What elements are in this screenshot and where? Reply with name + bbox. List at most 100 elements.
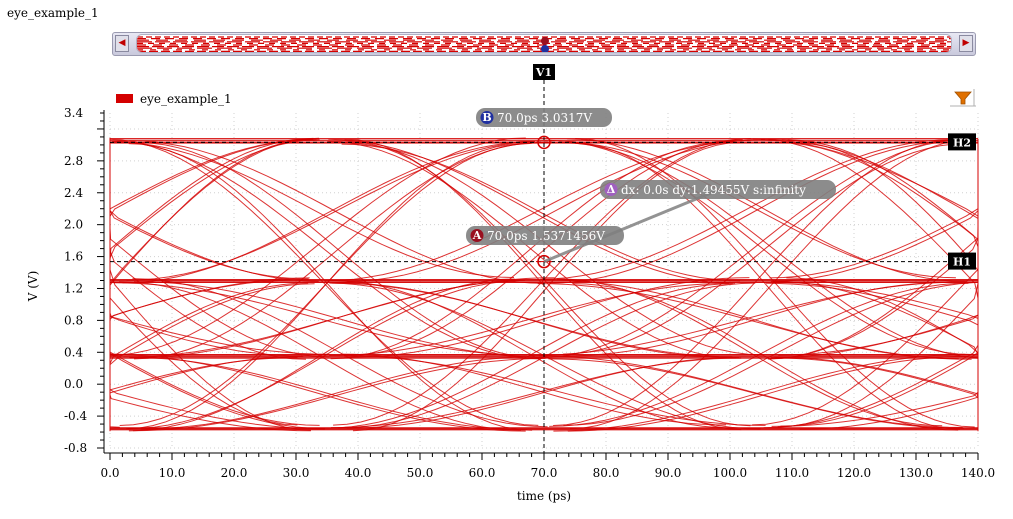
trace-transition bbox=[128, 356, 528, 431]
trace-transition bbox=[113, 282, 527, 356]
y-tick-label: 3.4 bbox=[64, 106, 83, 120]
x-tick-label: 10.0 bbox=[159, 466, 186, 480]
trace-transition bbox=[546, 279, 959, 360]
trace-transition bbox=[569, 138, 975, 430]
trace-transition bbox=[347, 138, 766, 282]
trace-transition bbox=[553, 139, 957, 426]
point-a-readout-badge-icon bbox=[470, 229, 484, 242]
overview-trace-preview bbox=[137, 36, 951, 52]
y-tick-label: 2.8 bbox=[64, 154, 83, 168]
x-tick-label: 120.0 bbox=[837, 466, 871, 480]
point-a-readout-badge: A bbox=[472, 229, 482, 242]
trace-transition bbox=[109, 137, 526, 357]
point-a-readout: A 70.0ps 1.5371456V bbox=[466, 226, 624, 245]
trace-transition bbox=[132, 357, 546, 432]
trace-transition bbox=[126, 143, 522, 430]
x-tick-label: 140.0 bbox=[961, 466, 995, 480]
point-a-readout-bg bbox=[466, 226, 624, 245]
trace-transition bbox=[538, 355, 963, 428]
y-tick-label: 2.0 bbox=[64, 218, 83, 232]
trace-transition bbox=[561, 142, 979, 359]
trace-transition bbox=[330, 141, 728, 360]
x-tick-label: 100.0 bbox=[713, 466, 747, 480]
x-tick-label: 0.0 bbox=[100, 466, 119, 480]
trace-transition bbox=[333, 138, 751, 426]
trace-transition bbox=[549, 140, 958, 284]
vertical-marker-label: V1 bbox=[535, 66, 552, 79]
x-tick-label: 20.0 bbox=[221, 466, 248, 480]
trace-transition bbox=[563, 143, 968, 355]
trace-transition bbox=[132, 278, 548, 428]
y-axis-title: V (V) bbox=[26, 271, 40, 303]
trace-transition bbox=[111, 140, 540, 360]
trace-transition bbox=[129, 140, 545, 284]
y-tick-label: 2.4 bbox=[64, 186, 83, 200]
trace-transition bbox=[140, 356, 534, 430]
trace-transition bbox=[559, 141, 956, 279]
trace-transition bbox=[331, 280, 729, 429]
x-tick-label: 130.0 bbox=[899, 466, 933, 480]
trace-transition bbox=[324, 283, 733, 429]
markers: V1 H2 H1 B 70.0ps 3.0317V A 70.0ps 1.5371456V Δ… bbox=[110, 64, 976, 453]
trace-transition bbox=[550, 139, 973, 355]
trace-transition bbox=[328, 138, 736, 284]
trace-transition bbox=[138, 142, 540, 359]
trace-transition bbox=[112, 141, 515, 278]
trace-transition bbox=[109, 137, 314, 359]
y-tick-label: -0.4 bbox=[64, 409, 88, 423]
point-b-readout-text: 70.0ps 3.0317V bbox=[497, 111, 592, 125]
y-tick-label: 0.8 bbox=[64, 313, 83, 327]
trace-transition bbox=[327, 140, 737, 359]
horizontal-marker-label: H2 bbox=[953, 136, 971, 149]
trace-transition bbox=[119, 281, 522, 431]
point-b-readout-badge-icon bbox=[480, 111, 494, 124]
x-tick-label: 40.0 bbox=[345, 466, 372, 480]
overview-scroll-bar[interactable]: ◀ ▶ bbox=[112, 32, 976, 56]
trace-transition bbox=[549, 282, 969, 427]
y-tick-label: 0.4 bbox=[64, 345, 83, 359]
delta-readout-badge-icon bbox=[604, 183, 618, 196]
trace-transition bbox=[341, 353, 727, 426]
horizontal-marker-tag bbox=[948, 252, 976, 270]
trace-transition bbox=[537, 139, 969, 359]
trace-transition bbox=[566, 138, 966, 282]
x-tick-label: 70.0 bbox=[531, 466, 558, 480]
filter-icon[interactable] bbox=[950, 88, 976, 107]
scroll-left-arrow-icon[interactable]: ◀ bbox=[115, 35, 129, 52]
point-b-readout-badge: B bbox=[482, 111, 491, 124]
y-tick-label: -0.8 bbox=[64, 441, 87, 455]
trace-transition bbox=[773, 356, 979, 431]
delta-readout-badge: Δ bbox=[607, 183, 616, 196]
trace-transition bbox=[563, 281, 979, 426]
x-tick-label: 50.0 bbox=[407, 466, 434, 480]
trace-transition bbox=[341, 143, 741, 282]
trace-transition bbox=[109, 140, 319, 282]
trace-transition bbox=[352, 141, 743, 432]
trace-transition bbox=[109, 357, 298, 430]
overview-thumb[interactable] bbox=[136, 34, 952, 53]
trace-transition bbox=[133, 281, 549, 358]
vertical-marker-tag bbox=[533, 64, 555, 80]
trace-transition bbox=[574, 142, 960, 430]
y-tick-label: 1.2 bbox=[64, 281, 83, 295]
horizontal-marker-label: H1 bbox=[953, 256, 971, 269]
trace-transition bbox=[346, 277, 750, 359]
trace-transition bbox=[331, 282, 733, 358]
x-axis-title: time (ps) bbox=[517, 489, 571, 503]
trace-transition bbox=[109, 138, 317, 279]
legend-swatch bbox=[116, 94, 133, 103]
trace-transition bbox=[109, 142, 309, 280]
window-title: eye_example_1 bbox=[7, 6, 99, 20]
trace-transition bbox=[787, 139, 979, 354]
trace-transition bbox=[769, 139, 979, 279]
point-b-readout-bg bbox=[476, 108, 612, 127]
trace-transition bbox=[123, 277, 555, 358]
point-a-readout-text: 70.0ps 1.5371456V bbox=[487, 229, 605, 243]
trace-transition bbox=[109, 358, 311, 432]
trace-transition bbox=[122, 141, 536, 284]
scroll-right-arrow-icon[interactable]: ▶ bbox=[959, 35, 973, 52]
axes: 0.0 10.0 20.0 30.0 40.0 50.0 60.0 70.0 80.0 90.0 1… bbox=[64, 106, 995, 480]
trace-transition bbox=[128, 279, 525, 430]
